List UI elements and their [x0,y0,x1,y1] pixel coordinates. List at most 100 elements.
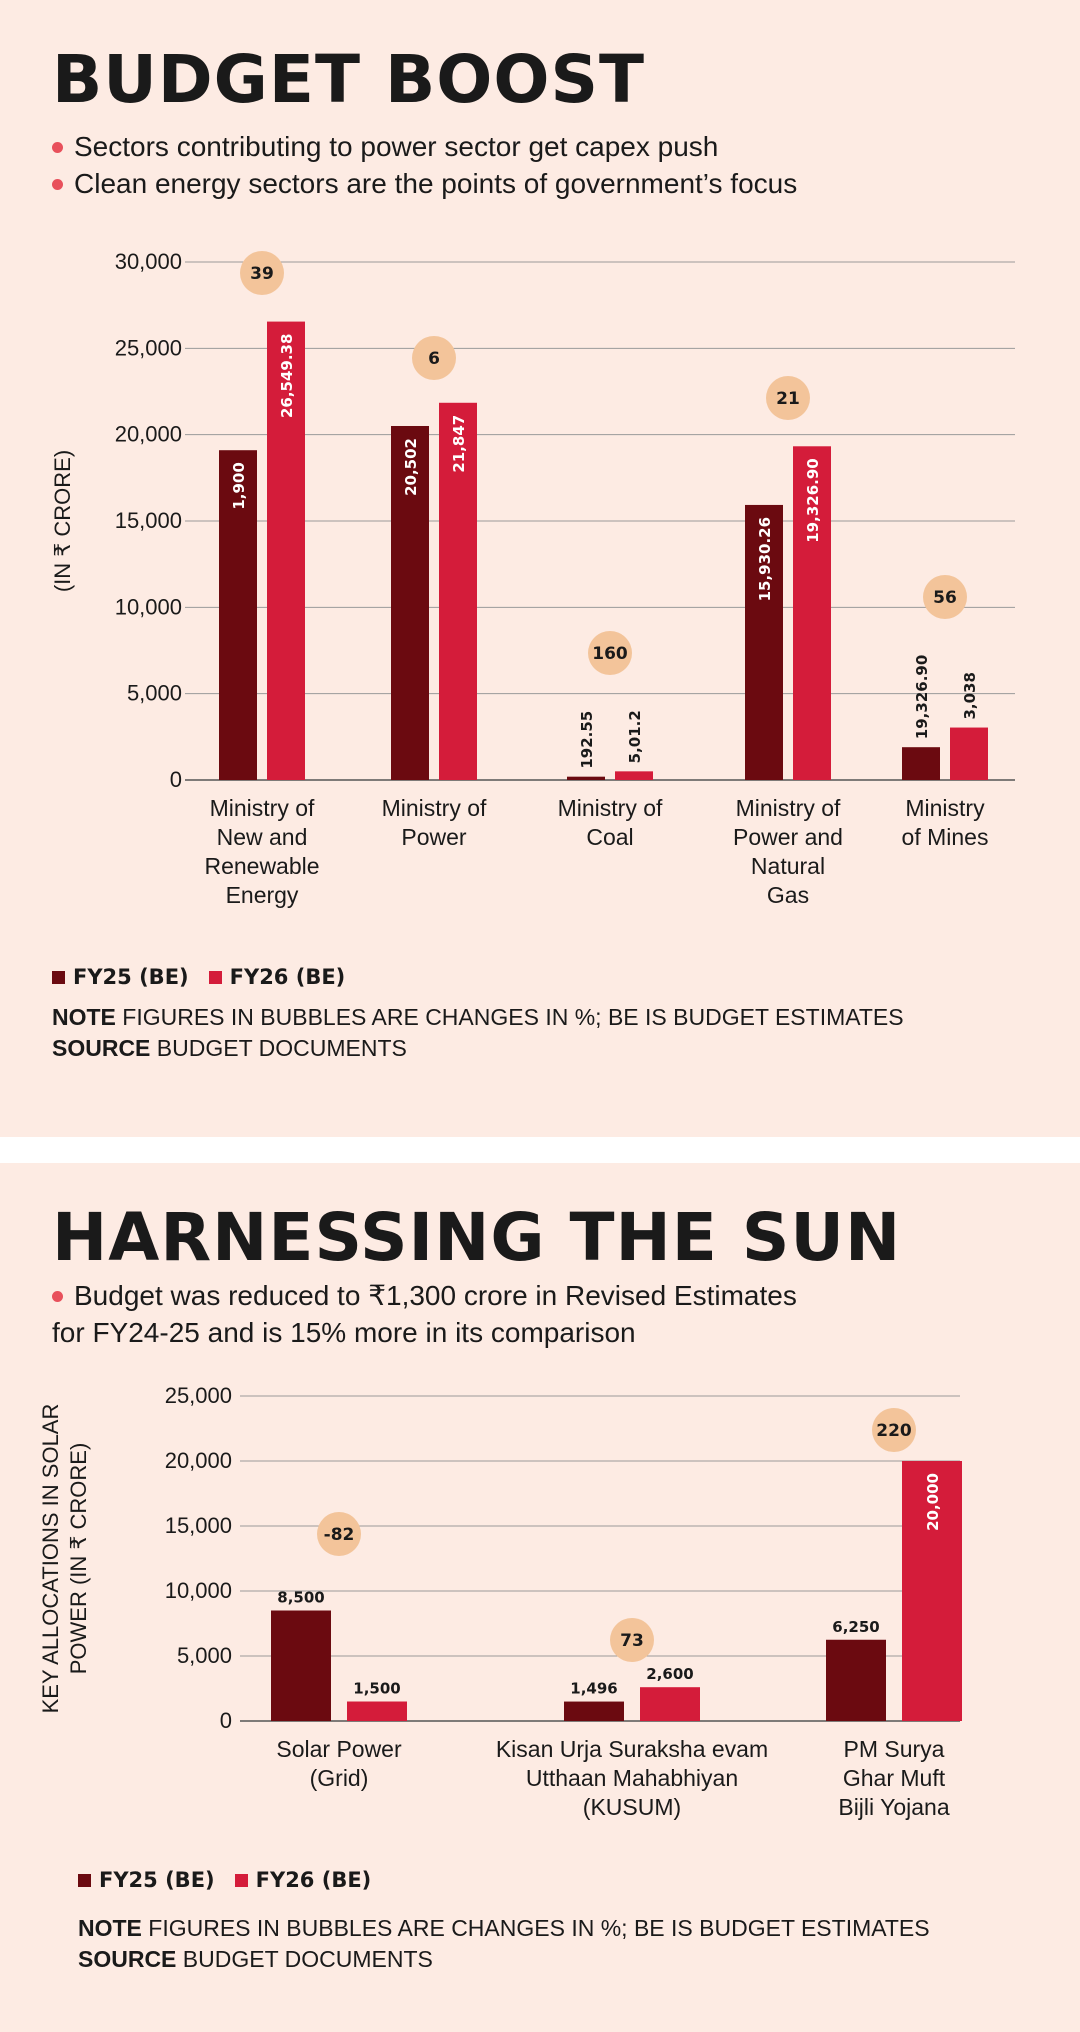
legend-item-fy25: FY25 (BE) [52,965,189,989]
bar-fy25 [902,747,940,780]
category-label: Ministry of [736,795,841,821]
legend-swatch [208,970,222,984]
bar-value-label: 1,496 [570,1680,617,1698]
y-tick-label: 15,000 [115,508,182,533]
legend-label: FY26 (BE) [229,965,346,989]
bar-value-label: 1,900 [230,462,248,509]
percent-change-bubble [412,336,456,380]
y-tick-label: 5,000 [177,1643,232,1668]
category-label: New and [217,824,308,850]
category-label: Utthaan Mahabhiyan [526,1765,738,1791]
legend-item-fy26: FY26 (BE) [234,1868,372,1892]
bar-value-label: 192.55 [578,711,596,769]
bar-value-label: 5,01.2 [626,710,644,763]
source-line: SOURCE BUDGET DOCUMENTS [78,1944,930,1975]
category-label: Ministry [905,795,985,821]
bullet-continuation: for FY24-25 and is 15% more in its compa… [52,1317,636,1348]
source-label: SOURCE [78,1946,177,1972]
bar-value-label: 3,038 [961,672,979,719]
source-text: BUDGET DOCUMENTS [176,1946,433,1972]
bar-value-label: 15,930.26 [756,517,774,601]
bubble-label: 160 [592,644,628,664]
note-line: NOTE FIGURES IN BUBBLES ARE CHANGES IN %… [52,1002,904,1033]
chart-footnote: NOTE FIGURES IN BUBBLES ARE CHANGES IN %… [52,1002,904,1064]
category-label: PM Surya [844,1736,945,1762]
category-label: (KUSUM) [583,1794,681,1820]
legend-label: FY26 (BE) [255,1868,372,1892]
note-text: FIGURES IN BUBBLES ARE CHANGES IN %; BE … [115,1004,904,1030]
category-label: Energy [226,882,299,908]
legend-item-fy26: FY26 (BE) [208,965,346,989]
category-label: (Grid) [310,1765,369,1791]
bullet-item: Budget was reduced to ₹1,300 crore in Re… [52,1277,797,1314]
bar-fy26 [615,771,653,780]
legend-item-fy25: FY25 (BE) [78,1868,215,1892]
y-tick-label: 25,000 [165,1383,232,1408]
source-line: SOURCE BUDGET DOCUMENTS [52,1033,904,1064]
bullet-text: Sectors contributing to power sector get… [74,131,719,162]
bar-value-label: 19,326.90 [804,458,822,542]
solar-allocation-chart: 0 5,000 10,000 15,000 20,000 25,000 KEY ALLOCA… [38,1383,962,1820]
percent-change-bubble [240,251,284,295]
note-line: NOTE FIGURES IN BUBBLES ARE CHANGES IN %… [78,1913,930,1944]
y-tick-label: 0 [170,767,182,792]
bar-fy26 [902,1461,962,1721]
bubble-label: 21 [776,389,800,409]
bar-value-label: 19,326.90 [913,655,931,739]
bubble-label: 220 [876,1421,912,1441]
y-tick-label: 10,000 [165,1578,232,1603]
bar-value-label: 26,549.38 [278,334,296,418]
y-axis-label-line: POWER (IN ₹ CRORE) [66,1443,91,1675]
chart-legend: FY25 (BE) FY26 (BE) [52,965,365,989]
legend-label: FY25 (BE) [73,965,189,989]
bar-fy25 [564,1701,624,1721]
category-label: Coal [586,824,633,850]
y-tick-label: 30,000 [115,249,182,274]
bar-fy25 [219,450,257,780]
bullet-text: Budget was reduced to ₹1,300 crore in Re… [74,1280,797,1311]
bar-fy25 [745,504,783,780]
bubble-label: -82 [324,1525,355,1545]
percent-change-bubble [588,631,632,675]
bar-value-label: 2,600 [646,1665,693,1683]
budget-boost-chart: 0 5,000 10,000 15,000 20,000 25,000 30,000 (IN … [50,249,1015,908]
category-label: Kisan Urja Suraksha evam [496,1736,768,1762]
bar-fy26 [267,321,305,780]
bubble-label: 6 [428,349,440,369]
bar-value-label: 8,500 [277,1589,324,1607]
category-label: Bijli Yojana [838,1794,949,1820]
category-label: of Mines [902,824,989,850]
bubble-label: 73 [620,1631,644,1651]
category-label: Gas [767,882,809,908]
category-label: Power [401,824,467,850]
percent-change-bubble [610,1618,654,1662]
category-label: Ministry of [382,795,487,821]
legend-swatch [52,970,65,984]
y-axis-label: KEY ALLOCATIONS IN SOLAR POWER (IN ₹ CROR… [38,1404,91,1714]
y-tick-label: 10,000 [115,594,182,619]
budget-boost-panel: BUDGET BOOST Sectors contributing to pow… [0,0,1080,1137]
note-label: NOTE [78,1915,142,1941]
category-label: Ministry of [558,795,663,821]
category-label: Ghar Muft [843,1765,946,1791]
bar-value-label: 20,000 [924,1473,942,1531]
bullet-list: Sectors contributing to power sector get… [52,128,797,202]
bullet-item: Sectors contributing to power sector get… [52,128,797,165]
chart-footnote: NOTE FIGURES IN BUBBLES ARE CHANGES IN %… [78,1913,930,1975]
bubble-label: 39 [250,264,274,284]
panel-title: BUDGET BOOST [52,41,646,118]
bar-fy26 [950,727,988,780]
source-label: SOURCE [52,1035,151,1061]
bar-fy26 [347,1701,407,1721]
bar-fy26 [793,446,831,780]
y-axis-label: (IN ₹ CRORE) [50,450,75,592]
category-label: Power and [733,824,843,850]
bullet-dot-icon [52,179,63,190]
bullet-dot-icon [52,1291,63,1302]
note-text: FIGURES IN BUBBLES ARE CHANGES IN %; BE … [141,1915,930,1941]
category-label: Solar Power [276,1736,402,1762]
y-tick-label: 5,000 [127,681,182,706]
y-tick-label: 20,000 [115,422,182,447]
bar-fy25 [391,425,429,780]
y-tick-label: 20,000 [165,1448,232,1473]
